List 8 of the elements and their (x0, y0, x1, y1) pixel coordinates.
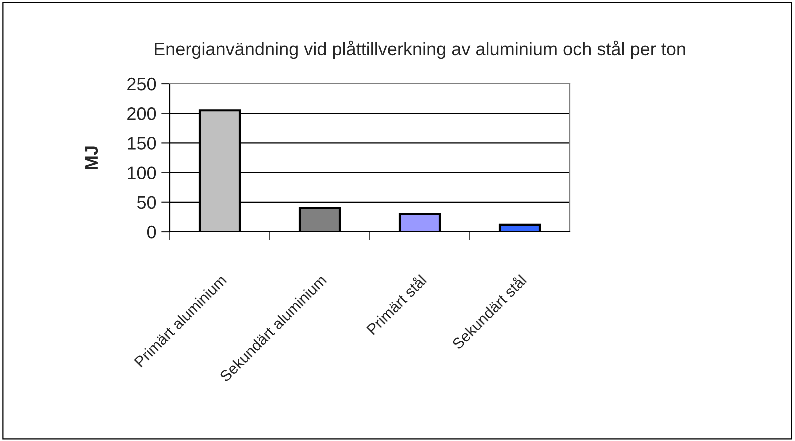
y-tick-label: 150 (128, 137, 156, 150)
y-tick-label: 250 (128, 78, 156, 91)
y-tick-label: 200 (128, 108, 156, 120)
chart-title: Energianvändning vid plåttillverkning av aluminium och stål per ton (155, 40, 686, 60)
y-tick-label: 50 (137, 196, 156, 210)
y-tick-label: 0 (147, 226, 156, 239)
y-axis-title: MJ (86, 146, 98, 170)
y-tick-label: 100 (128, 166, 156, 180)
